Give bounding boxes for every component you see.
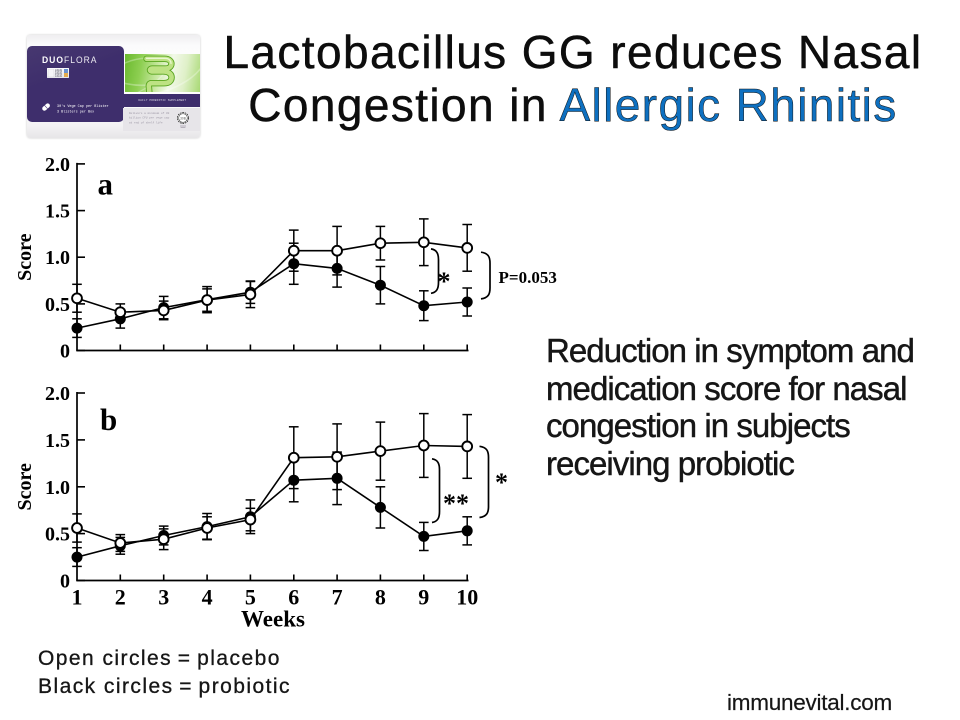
svg-text:5: 5 bbox=[245, 585, 256, 610]
svg-text:P=0.053: P=0.053 bbox=[499, 268, 557, 287]
svg-text:1.0: 1.0 bbox=[45, 247, 70, 269]
svg-text:1.5: 1.5 bbox=[45, 201, 70, 223]
svg-text:10: 10 bbox=[456, 585, 478, 610]
svg-text:*: * bbox=[495, 468, 508, 497]
svg-text:2: 2 bbox=[115, 585, 126, 610]
svg-text:b: b bbox=[100, 402, 117, 437]
svg-text:3: 3 bbox=[158, 585, 169, 610]
svg-text:1.0: 1.0 bbox=[45, 477, 70, 499]
svg-text:1: 1 bbox=[72, 585, 83, 610]
svg-text:*: * bbox=[438, 267, 451, 296]
svg-text:0.5: 0.5 bbox=[45, 524, 70, 546]
svg-text:8: 8 bbox=[375, 585, 386, 610]
svg-text:0.5: 0.5 bbox=[45, 294, 70, 316]
svg-text:a: a bbox=[98, 167, 114, 202]
svg-text:30B: 30B bbox=[180, 116, 186, 120]
svg-text:0: 0 bbox=[60, 571, 70, 593]
svg-text:2.0: 2.0 bbox=[45, 383, 70, 405]
svg-text:2.0: 2.0 bbox=[45, 154, 70, 176]
svg-text:7: 7 bbox=[332, 585, 343, 610]
svg-text:**: ** bbox=[443, 489, 469, 518]
svg-text:Score: Score bbox=[14, 463, 36, 511]
svg-text:1.5: 1.5 bbox=[45, 430, 70, 452]
svg-text:Weeks: Weeks bbox=[241, 607, 305, 632]
svg-text:Score: Score bbox=[14, 233, 36, 281]
svg-text:4: 4 bbox=[202, 585, 213, 610]
svg-text:0: 0 bbox=[60, 341, 70, 363]
svg-text:6: 6 bbox=[288, 585, 299, 610]
svg-text:9: 9 bbox=[418, 585, 429, 610]
